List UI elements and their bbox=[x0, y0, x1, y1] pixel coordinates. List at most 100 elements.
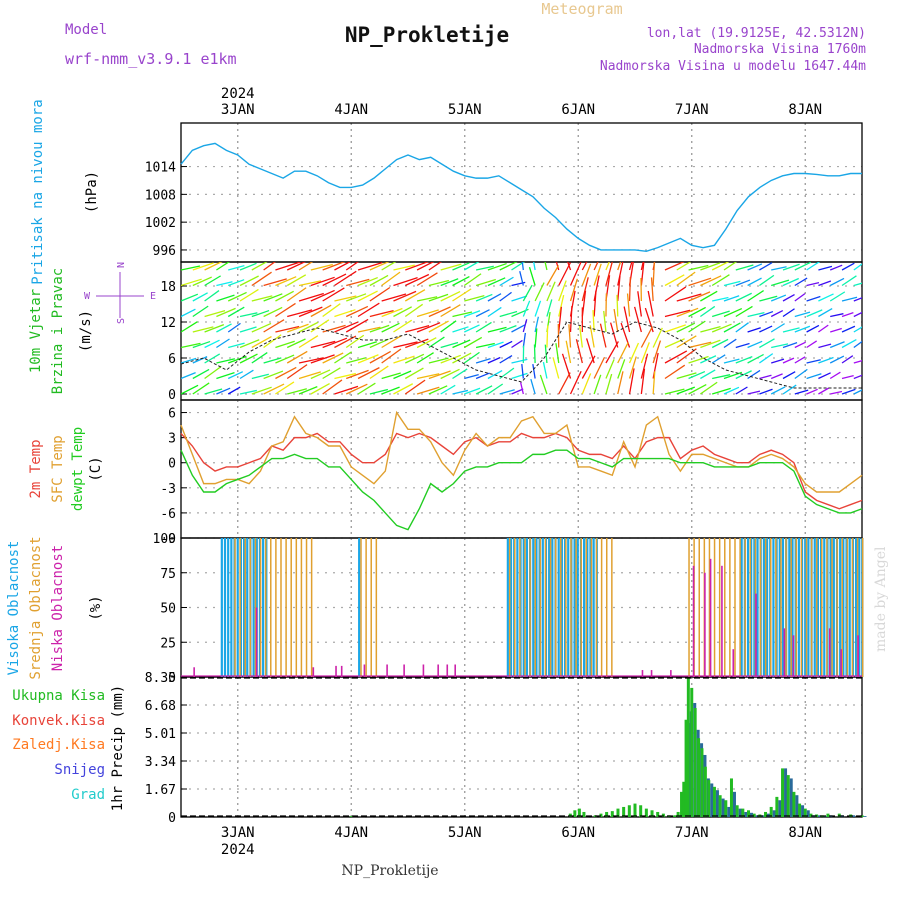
cloud-mid-bar-124 bbox=[611, 538, 613, 677]
bottom-year-label: 2024 bbox=[221, 842, 255, 858]
precip-snow-bar-43 bbox=[784, 768, 787, 817]
bottom-day-label-5: 8JAN bbox=[788, 825, 822, 841]
cloud-mid-bar-91 bbox=[270, 538, 272, 677]
cloud-mid-bar-102 bbox=[370, 538, 372, 677]
wind-barb-448 bbox=[677, 373, 697, 379]
wind-barb-472 bbox=[275, 382, 294, 394]
precip-snow-bar-30 bbox=[710, 783, 713, 817]
wind-barb-376 bbox=[512, 359, 528, 363]
cloud-mid-bar-117 bbox=[575, 538, 577, 677]
wind-barb-88 bbox=[530, 267, 536, 285]
wind-barb-60 bbox=[205, 276, 221, 286]
wind-barb-346 bbox=[842, 340, 856, 348]
wind-barb-442 bbox=[606, 359, 614, 378]
wind-barb-465 bbox=[193, 383, 209, 394]
wind-barb-519 bbox=[830, 392, 842, 394]
wind-barb-99 bbox=[665, 275, 684, 286]
cloud-mid-bar-144 bbox=[785, 538, 787, 677]
wind-barb-230 bbox=[842, 313, 853, 317]
cloud-low-bar-177 bbox=[710, 559, 712, 677]
cloud-mid-bar-145 bbox=[790, 538, 792, 677]
wind-barb-494 bbox=[531, 379, 535, 394]
wind-barb-330 bbox=[653, 328, 662, 348]
wind-barb-204 bbox=[535, 301, 540, 317]
precip-total-bar-28 bbox=[700, 748, 703, 817]
cloud-mid-bar-142 bbox=[775, 538, 777, 677]
wind-barb-287 bbox=[830, 328, 842, 332]
cloud-mid-bar-106 bbox=[519, 538, 521, 677]
wind-barb-100 bbox=[677, 272, 695, 285]
wind-barb-193 bbox=[405, 304, 422, 316]
wind-barb-280 bbox=[748, 328, 761, 332]
wind-barb-192 bbox=[393, 307, 411, 317]
pressure-units: (hPa) bbox=[84, 171, 100, 213]
cloud-mid-bar-149 bbox=[811, 538, 813, 677]
temp-label-2m: 2m Temp bbox=[28, 439, 44, 498]
wind-barb-405 bbox=[854, 360, 866, 363]
wind-barb-321 bbox=[547, 325, 548, 347]
cloud-high-bar-66 bbox=[807, 538, 809, 677]
wind-barb-389 bbox=[665, 351, 687, 363]
top-day-label-1: 4JAN bbox=[334, 102, 368, 118]
cloud-mid-bar-159 bbox=[862, 538, 864, 677]
cloud-high-bar-40 bbox=[583, 538, 585, 677]
wind-barb-517 bbox=[807, 389, 818, 394]
wind-barb-300 bbox=[299, 336, 318, 348]
cloud-mid-bar-92 bbox=[275, 538, 277, 677]
cloud-high-bar-45 bbox=[741, 538, 743, 677]
precip-snow-bar-45 bbox=[795, 795, 798, 817]
precip-bars bbox=[181, 678, 867, 817]
wind-barb-436 bbox=[533, 364, 535, 378]
cloud-mid-bar-150 bbox=[816, 538, 818, 677]
cloud-mid-bar-147 bbox=[801, 538, 803, 677]
temperature-series bbox=[181, 413, 862, 530]
precip-total-bar-33 bbox=[724, 800, 727, 817]
wind-barb-125 bbox=[287, 288, 306, 301]
wind-barb-398 bbox=[771, 359, 784, 363]
precip-total-bar-27 bbox=[697, 738, 700, 817]
precip-total-bar-32 bbox=[719, 795, 722, 817]
cloud-high-bar-10 bbox=[253, 538, 255, 677]
cloud-mid-bar-89 bbox=[260, 538, 262, 677]
wind-barb-75 bbox=[382, 272, 400, 285]
cloud-mid-bar-95 bbox=[290, 538, 292, 677]
wind-barb-297 bbox=[264, 335, 282, 348]
wind-barb-221 bbox=[736, 306, 753, 316]
precip-legend: Ukupna KisaKonvek.KisaZaledj.KisaSnijegG… bbox=[12, 688, 105, 803]
precip-snow-bar-54 bbox=[864, 816, 867, 817]
model-label: Model bbox=[65, 22, 107, 38]
cloud-mid-bar-105 bbox=[514, 538, 516, 677]
cloud-mid-bar-100 bbox=[360, 538, 362, 677]
ytick-temperature-3: 0 bbox=[168, 457, 176, 472]
wind-barb-378 bbox=[534, 345, 535, 363]
cloud-mid-bar-104 bbox=[509, 538, 511, 677]
altitude-label: Nadmorska Visina 1760m bbox=[694, 42, 866, 57]
precip-total-bar-42 bbox=[775, 797, 778, 817]
temp-line-1 bbox=[181, 413, 862, 492]
cloud-high-bar-52 bbox=[763, 538, 765, 677]
cloud-low-bar-166 bbox=[386, 664, 388, 677]
wind-barb-375 bbox=[500, 356, 512, 363]
wind-barb-29 bbox=[521, 255, 523, 270]
cloud-low-bar-184 bbox=[840, 649, 842, 677]
bottom-day-label-0: 3JAN bbox=[221, 825, 255, 841]
cloud-low-bar-170 bbox=[446, 664, 448, 677]
wind-barb-203 bbox=[523, 301, 529, 317]
wind-barb-211 bbox=[617, 295, 618, 317]
ytick-precip-0: 0 bbox=[168, 811, 176, 826]
cloud-low-bar-168 bbox=[423, 664, 425, 677]
page-title: NP_Prokletije bbox=[345, 23, 509, 47]
top-year-label: 2024 bbox=[221, 86, 255, 102]
cloud-mid-bar-116 bbox=[570, 538, 572, 677]
wind-barb-168 bbox=[795, 294, 805, 301]
wind-barb-495 bbox=[540, 375, 547, 394]
wind-barb-440 bbox=[582, 356, 595, 379]
cloud-mid-bar-103 bbox=[376, 538, 378, 677]
cloud-low-bar-164 bbox=[341, 666, 343, 677]
wind-barb-425 bbox=[405, 368, 423, 378]
lonlat-label: lon,lat (19.9125E, 42.5312N) bbox=[647, 26, 866, 41]
cloud-mid-bar-98 bbox=[306, 538, 308, 677]
cloud-mid-bar-94 bbox=[285, 538, 287, 677]
precip-total-bar-35 bbox=[736, 805, 739, 817]
